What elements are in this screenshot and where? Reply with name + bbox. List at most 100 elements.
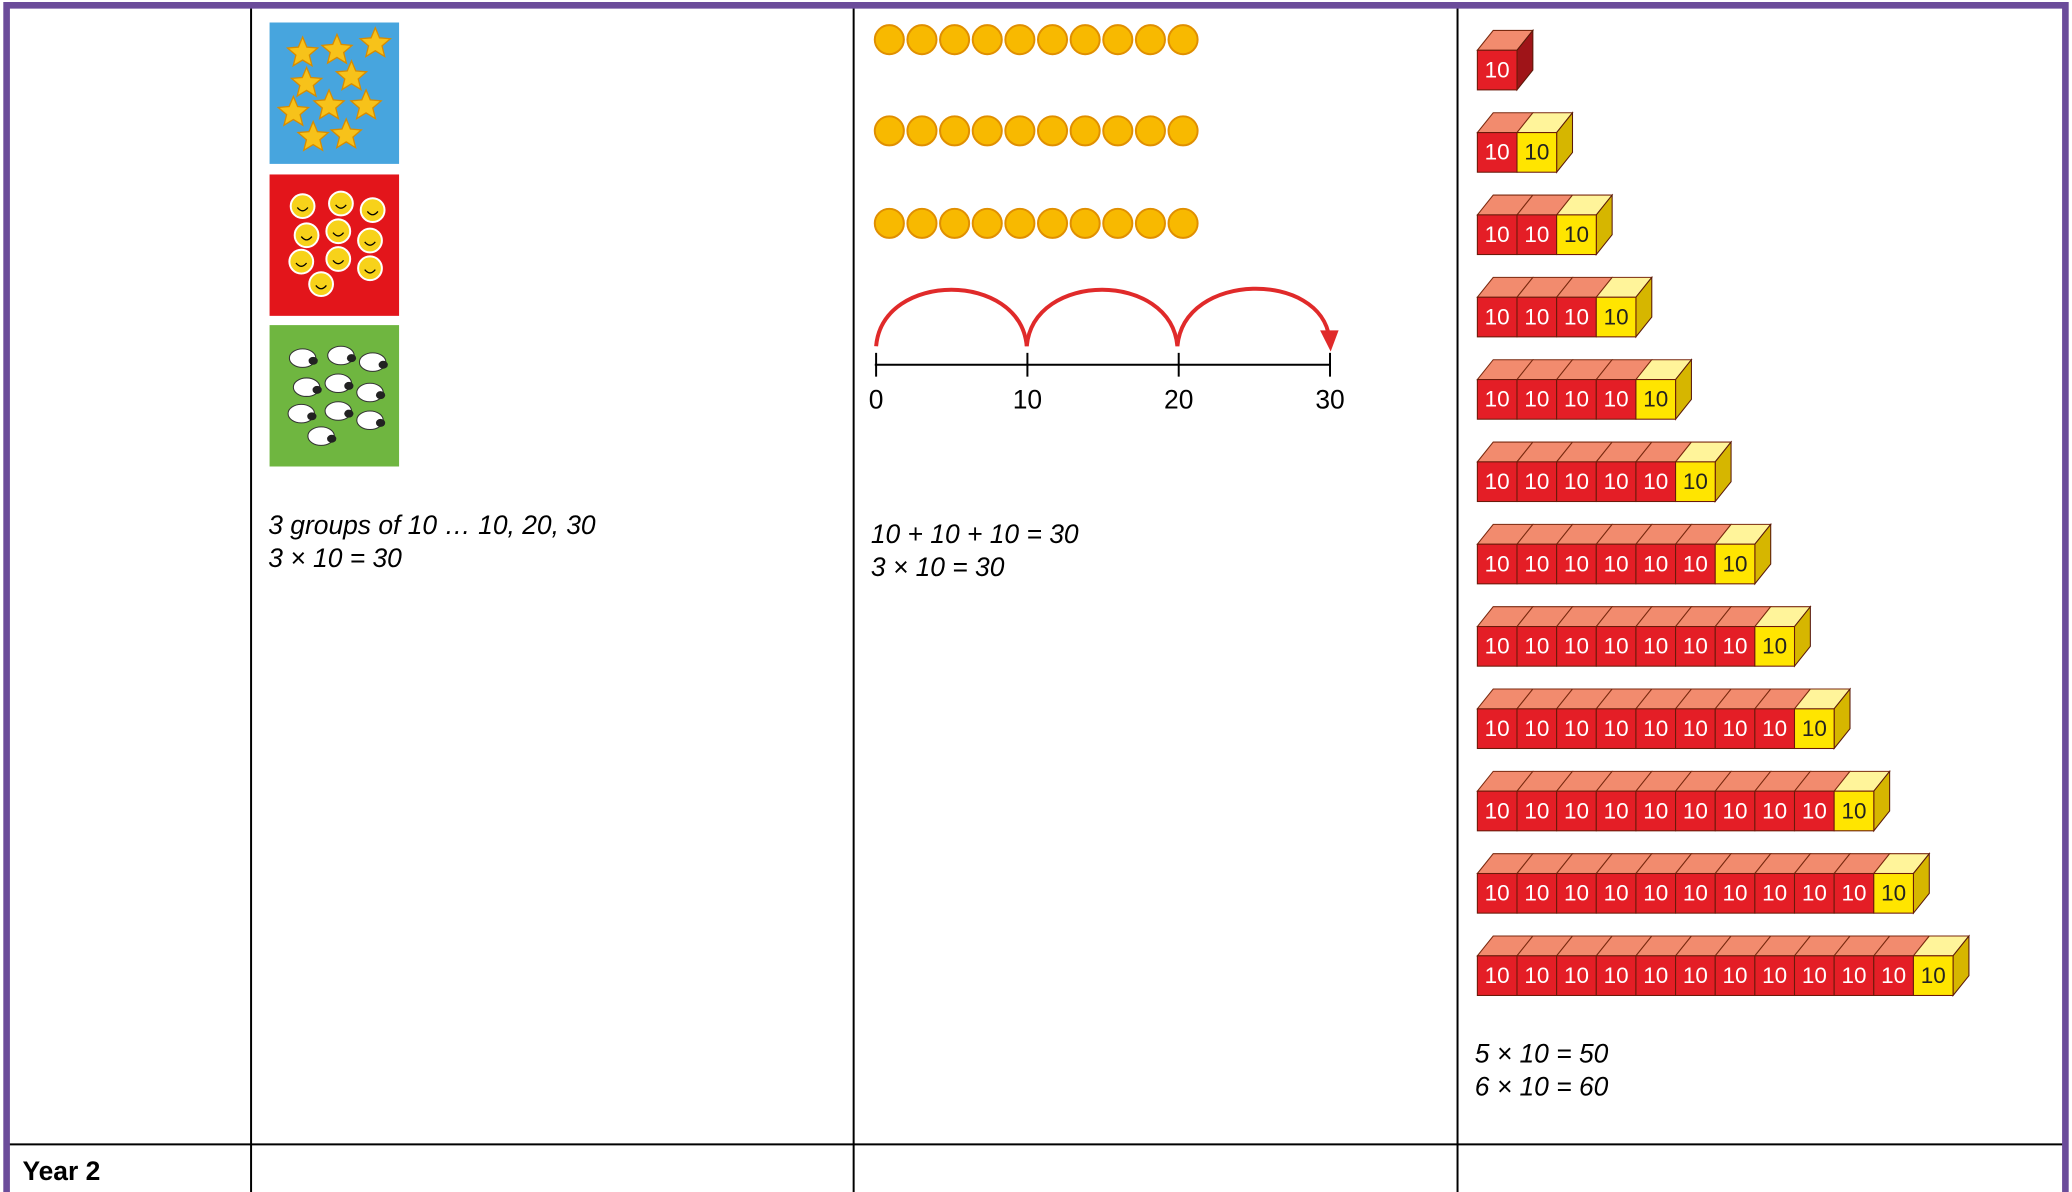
counter (1069, 115, 1101, 147)
cube-label: 10 (1524, 634, 1549, 659)
cube-front (1635, 379, 1677, 420)
cube-front (1595, 955, 1637, 996)
cube-label: 10 (1524, 881, 1549, 906)
cube-label: 10 (1881, 881, 1906, 906)
cube-label: 10 (1643, 551, 1668, 576)
sheep-head (375, 418, 386, 427)
counter (873, 115, 905, 147)
counter (1134, 207, 1166, 239)
cube-label: 10 (1723, 634, 1748, 659)
counter (1004, 24, 1036, 56)
cube-label: 10 (1485, 798, 1510, 823)
cube-label: 10 (1683, 798, 1708, 823)
cube-label: 10 (1762, 798, 1787, 823)
cube-front (1675, 625, 1716, 667)
smile (332, 232, 345, 237)
cube-label: 10 (1802, 798, 1827, 823)
cube-label: 10 (1564, 304, 1589, 329)
star (289, 65, 324, 98)
smile (366, 211, 379, 216)
cube-front (1476, 214, 1518, 256)
row-heading: Year 2 (22, 1156, 100, 1186)
cube-label: 10 (1485, 634, 1510, 659)
cube-front (1595, 790, 1637, 832)
smile (364, 269, 376, 274)
smile (296, 207, 309, 212)
cube-front (1754, 708, 1796, 750)
cube-label: 10 (1524, 304, 1549, 329)
smile (335, 204, 347, 209)
counter (1004, 115, 1036, 147)
cube-front (1476, 49, 1518, 91)
cube-label: 10 (1643, 387, 1668, 412)
counter (1036, 24, 1069, 56)
cube-label: 10 (1643, 881, 1668, 906)
cube-label: 10 (1564, 881, 1589, 906)
smile (364, 241, 376, 246)
cube-label: 10 (1683, 963, 1708, 988)
cube-front (1556, 379, 1597, 420)
cube-front (1793, 872, 1835, 914)
cube-label: 10 (1564, 963, 1589, 988)
cube-front (1675, 955, 1716, 996)
smile (295, 262, 308, 267)
sheep-head (344, 381, 354, 390)
cube-front (1476, 625, 1518, 667)
cube-front (1595, 379, 1637, 420)
jump-arc (874, 287, 1029, 347)
number-line-label: 30 (1315, 384, 1344, 414)
counter (939, 115, 971, 147)
counter (1102, 24, 1134, 56)
cube-front (1516, 955, 1558, 996)
cube-front (1516, 132, 1558, 173)
cube-label: 10 (1604, 304, 1629, 329)
cube-front (1516, 625, 1558, 667)
cube-label: 10 (1643, 716, 1668, 741)
counter (1069, 24, 1101, 56)
cube-label: 10 (1802, 881, 1827, 906)
caption: 3 × 10 = 30 (871, 552, 1005, 582)
sheep-head (375, 391, 386, 400)
counter (1167, 207, 1199, 239)
cube-front (1675, 543, 1716, 585)
cube-front (1476, 955, 1518, 996)
smiley (359, 197, 386, 224)
counters (873, 24, 1199, 239)
cube-label: 10 (1723, 551, 1748, 576)
cube-label: 10 (1564, 798, 1589, 823)
cube-front (1833, 955, 1875, 996)
cube-front (1556, 214, 1597, 256)
cube-label: 10 (1802, 963, 1827, 988)
number-line-label: 10 (1013, 384, 1042, 414)
sheep-head (312, 385, 322, 394)
star (285, 35, 320, 68)
counter (1134, 24, 1166, 56)
cube-front (1595, 461, 1637, 503)
cube-label: 10 (1564, 551, 1589, 576)
cube-front (1754, 625, 1796, 667)
cube-front (1556, 955, 1597, 996)
number-line-label: 0 (869, 384, 884, 414)
cube-front (1714, 955, 1756, 996)
cube-front (1635, 708, 1677, 750)
cube-front (1714, 543, 1756, 585)
jump-arc (1024, 287, 1180, 347)
cube-front (1675, 790, 1716, 832)
cube-label: 10 (1762, 881, 1787, 906)
cube-front (1675, 872, 1716, 914)
counter (971, 115, 1003, 147)
cube-label: 10 (1604, 881, 1629, 906)
cube-front (1476, 379, 1518, 420)
cube-label: 10 (1604, 963, 1629, 988)
cube-label: 10 (1921, 963, 1946, 988)
cube-label: 10 (1524, 716, 1549, 741)
smiley (357, 255, 383, 282)
cube-front (1476, 708, 1518, 750)
caption: 5 × 10 = 50 (1475, 1038, 1609, 1068)
star (334, 59, 369, 91)
cube-label: 10 (1604, 634, 1629, 659)
caption: 6 × 10 = 60 (1475, 1072, 1609, 1102)
cube-label: 10 (1723, 881, 1748, 906)
cube-label: 10 (1524, 963, 1549, 988)
